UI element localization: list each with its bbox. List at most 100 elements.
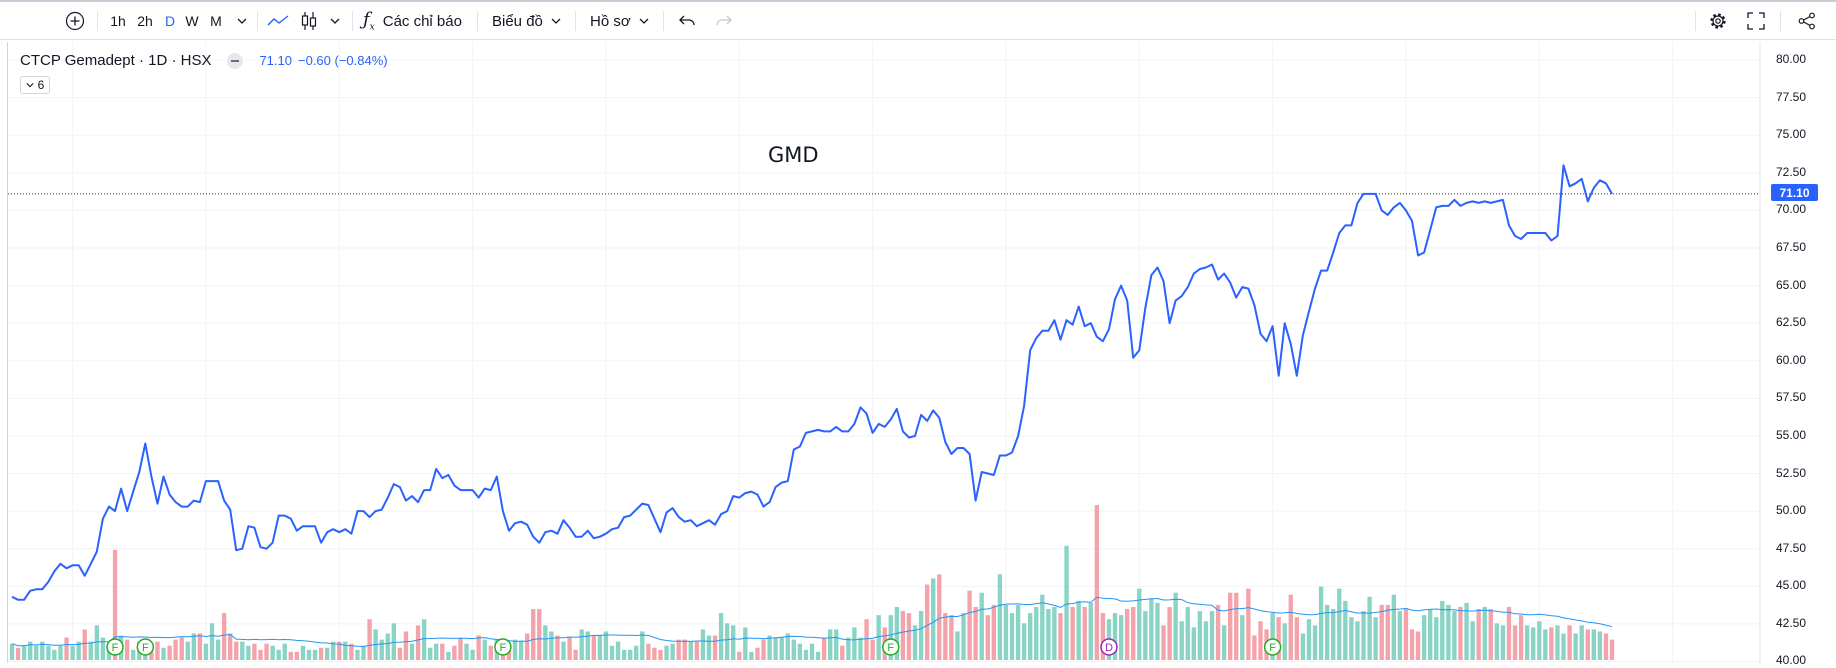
volume-bar bbox=[640, 631, 645, 660]
volume-bar bbox=[82, 629, 87, 660]
volume-bar bbox=[943, 613, 948, 660]
interval-m-button[interactable]: M bbox=[210, 13, 222, 29]
volume-bar bbox=[1482, 606, 1487, 660]
volume-bar bbox=[579, 629, 584, 660]
volume-bar bbox=[979, 592, 984, 660]
add-symbol-icon[interactable] bbox=[62, 2, 88, 40]
volume-bar bbox=[1028, 613, 1033, 660]
volume-bar bbox=[1191, 627, 1196, 660]
interval-w-button[interactable]: W bbox=[185, 13, 199, 29]
price-axis-tick-label: 40.00 bbox=[1776, 653, 1807, 668]
volume-bar bbox=[1100, 613, 1106, 660]
volume-bar bbox=[391, 623, 396, 660]
share-icon[interactable] bbox=[1795, 2, 1819, 40]
volume-bar bbox=[1579, 625, 1584, 660]
volume-bar bbox=[1131, 606, 1136, 660]
volume-bar bbox=[924, 584, 930, 660]
dividend-event-marker bbox=[1100, 638, 1118, 656]
candlestick-icon[interactable] bbox=[297, 2, 321, 40]
volume-bar bbox=[900, 611, 906, 660]
price-axis-tick-label: 62.50 bbox=[1776, 315, 1807, 330]
volume-bar bbox=[1397, 611, 1403, 660]
volume-bar bbox=[1409, 629, 1415, 660]
volume-bar bbox=[482, 639, 487, 660]
volume-bar bbox=[609, 645, 615, 660]
volume-bar bbox=[264, 643, 269, 660]
volume-bar bbox=[246, 645, 251, 660]
volume-bar bbox=[937, 574, 942, 660]
price-axis-tick-label: 55.00 bbox=[1776, 427, 1807, 442]
line-chart-icon[interactable] bbox=[265, 2, 291, 40]
volume-bar bbox=[518, 641, 524, 660]
volume-bar bbox=[712, 635, 718, 660]
price-axis-tick-label: 80.00 bbox=[1776, 52, 1807, 67]
volume-bar bbox=[1440, 600, 1445, 660]
volume-bar bbox=[585, 631, 590, 660]
chart-menu-button[interactable]: Biểu đồ bbox=[492, 2, 561, 40]
interval-1h-button[interactable]: 1h bbox=[110, 13, 126, 29]
volume-bar bbox=[64, 637, 69, 660]
volume-bar bbox=[888, 615, 893, 660]
volume-bar bbox=[46, 645, 51, 660]
volume-bar bbox=[240, 641, 245, 660]
volume-bar bbox=[1040, 594, 1045, 660]
volume-bar bbox=[337, 641, 342, 660]
volume-bar bbox=[555, 635, 560, 660]
symbol-title[interactable]: CTCP Gemadept · 1D · HSX bbox=[20, 52, 212, 69]
volume-bar bbox=[718, 613, 724, 660]
volume-bar bbox=[1300, 633, 1306, 660]
volume-bar bbox=[912, 625, 918, 660]
interval-d-button[interactable]: D bbox=[164, 13, 176, 29]
volume-bar bbox=[1446, 604, 1451, 660]
volume-bar bbox=[906, 613, 912, 660]
volume-bar bbox=[1331, 609, 1336, 660]
volume-bar bbox=[737, 651, 742, 660]
chevron-down-icon[interactable] bbox=[233, 2, 251, 40]
function-icon: ƒx bbox=[363, 9, 375, 33]
volume-bar bbox=[1149, 598, 1154, 660]
indicators-toggle-button[interactable]: 6 bbox=[20, 76, 50, 94]
volume-bar bbox=[870, 639, 875, 660]
undo-icon[interactable] bbox=[676, 2, 698, 40]
volume-bar bbox=[670, 643, 675, 660]
settings-gear-icon[interactable] bbox=[1706, 2, 1730, 40]
financial-event-marker bbox=[882, 638, 900, 656]
volume-bar bbox=[446, 651, 451, 660]
collapse-legend-button[interactable] bbox=[227, 52, 244, 69]
volume-bar bbox=[1403, 609, 1409, 660]
chevron-down-icon[interactable] bbox=[326, 2, 344, 40]
financial-event-marker bbox=[494, 638, 512, 656]
redo-icon[interactable] bbox=[713, 2, 735, 40]
volume-bar bbox=[973, 606, 978, 660]
volume-bar bbox=[76, 641, 81, 660]
volume-bar bbox=[1246, 588, 1251, 660]
volume-bar bbox=[1076, 600, 1081, 660]
interval-2h-button[interactable]: 2h bbox=[137, 13, 153, 29]
volume-bar bbox=[282, 643, 287, 660]
volume-bar bbox=[488, 645, 493, 660]
profile-menu-button[interactable]: Hồ sơ bbox=[590, 2, 649, 40]
volume-bar bbox=[1415, 631, 1421, 660]
fullscreen-icon[interactable] bbox=[1744, 2, 1768, 40]
volume-bar bbox=[40, 641, 45, 660]
volume-bar bbox=[1118, 615, 1124, 660]
volume-bar bbox=[1034, 606, 1039, 660]
volume-bar bbox=[331, 641, 336, 660]
indicators-button[interactable]: ƒx Các chỉ báo bbox=[363, 2, 462, 40]
price-axis-tick-label: 75.00 bbox=[1776, 127, 1807, 142]
volume-bar bbox=[215, 639, 221, 660]
volume-bar bbox=[452, 645, 457, 660]
volume-bar bbox=[1597, 631, 1603, 660]
volume-bar bbox=[476, 635, 481, 660]
volume-bar bbox=[773, 637, 778, 660]
volume-bar bbox=[1591, 629, 1596, 660]
volume-bar bbox=[828, 629, 833, 660]
volume-bar bbox=[1094, 505, 1100, 660]
volume-bar bbox=[1137, 588, 1142, 660]
volume-bar bbox=[1070, 606, 1075, 660]
volume-bar bbox=[1537, 621, 1542, 660]
volume-bar bbox=[688, 641, 693, 660]
price-axis-tick-label: 50.00 bbox=[1776, 503, 1807, 518]
